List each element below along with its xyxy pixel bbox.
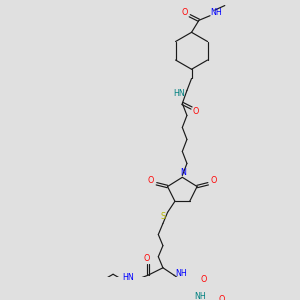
Text: N: N [180,168,186,177]
Text: O: O [148,176,154,185]
Text: O: O [219,295,225,300]
Text: NH: NH [176,269,187,278]
Text: NH: NH [194,292,206,300]
Text: S: S [160,212,166,221]
Text: O: O [143,254,149,263]
Text: O: O [193,107,200,116]
Text: HN: HN [174,89,185,98]
Text: HN: HN [122,273,134,282]
Text: O: O [200,275,207,284]
Text: NH: NH [211,8,222,16]
Text: O: O [211,176,217,185]
Text: O: O [182,8,188,16]
